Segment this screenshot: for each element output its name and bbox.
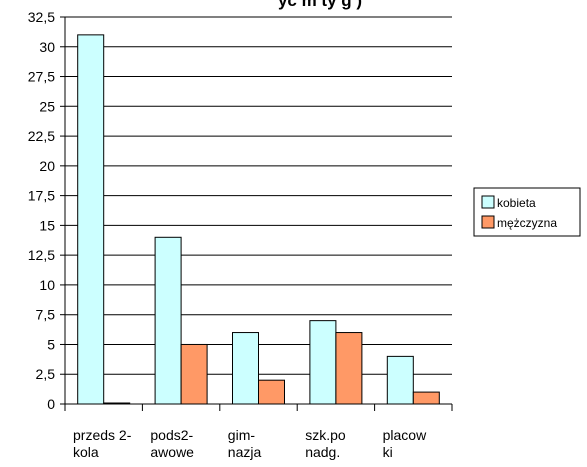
bar-mezczyzna (335, 332, 363, 405)
bar-kobieta (232, 332, 259, 405)
bar-kobieta (386, 355, 414, 405)
y-tick-label: 25 (39, 98, 55, 114)
chart-title-fragment: yc m ty g ) (278, 0, 362, 10)
y-tick-label: 12,5 (28, 247, 55, 263)
y-tick-label: 27,5 (28, 69, 55, 85)
x-category-label: kola (73, 444, 99, 460)
bar-kobieta (77, 34, 105, 405)
y-tick-label: 2,5 (36, 366, 56, 382)
y-tick-label: 30 (39, 39, 55, 55)
legend-swatch-kobieta (481, 195, 495, 209)
y-tick-label: 22,5 (28, 128, 55, 144)
bar-mezczyzna (412, 391, 440, 405)
y-tick-label: 20 (39, 158, 55, 174)
legend-swatch-mezczyzna (481, 215, 495, 229)
x-category-label: przeds 2- (73, 427, 132, 443)
x-category-label: pods2- (150, 427, 193, 443)
x-category-label: szk.po (305, 427, 346, 443)
bar-kobieta (154, 236, 182, 405)
x-category-label: awowe (150, 444, 194, 460)
bar-mezczyzna (180, 343, 208, 405)
y-tick-label: 15 (39, 217, 55, 233)
bar-mezczyzna (258, 379, 285, 405)
legend-label-kobieta: kobieta (497, 196, 536, 210)
y-tick-label: 7,5 (36, 307, 56, 323)
legend-label-mezczyzna: mężczyzna (497, 216, 557, 230)
y-tick-label: 17,5 (28, 188, 55, 204)
x-category-label: gim- (228, 427, 256, 443)
x-category-label: ki (383, 444, 393, 460)
y-tick-label: 10 (39, 277, 55, 293)
y-tick-label: 0 (47, 396, 55, 412)
y-tick-label: 5 (47, 336, 55, 352)
x-category-label: nadg. (305, 444, 340, 460)
x-category-label: placow (383, 427, 427, 443)
y-tick-label: 32,5 (28, 9, 55, 25)
x-category-label: nazja (228, 444, 262, 460)
bar-kobieta (309, 320, 337, 405)
